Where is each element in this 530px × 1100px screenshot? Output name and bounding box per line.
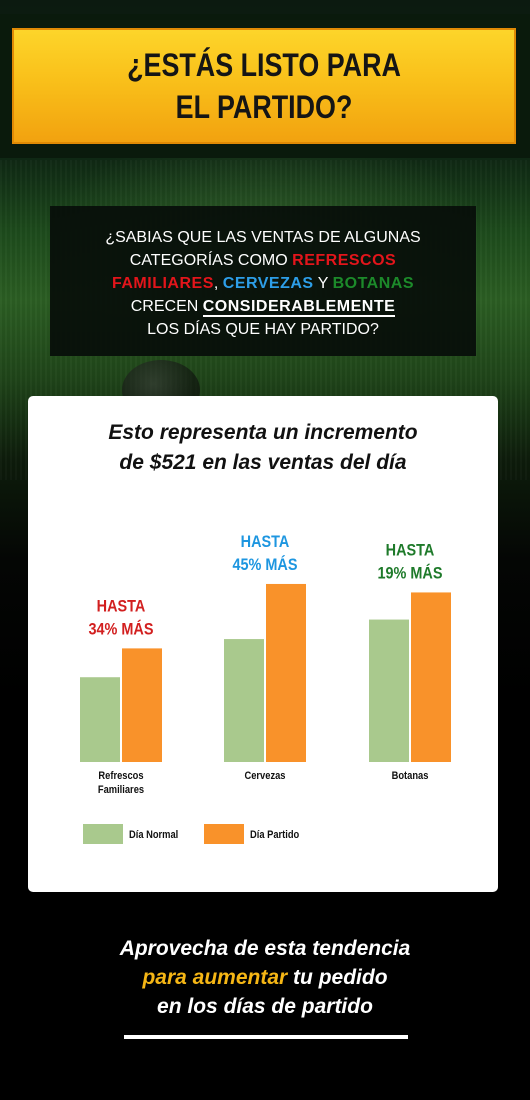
bar-cervezas-dia-partido [266, 583, 306, 762]
category-label-botanas: Botanas [392, 770, 429, 782]
info-separator-1: , [213, 275, 223, 292]
info-separator-2: Y [313, 275, 333, 292]
legend-swatch-dia-partido [204, 824, 244, 844]
bar-botanas-dia-normal [369, 619, 409, 762]
cta-line-3: en los días de partido [157, 995, 373, 1018]
chart-card-title: Esto representa un incremento de $521 en… [28, 418, 498, 478]
highlight-refrescos: REFRESCOS [292, 252, 397, 269]
highlight-familiares: FAMILIARES [111, 275, 214, 292]
info-line-2-text: CATEGORÍAS COMO [129, 252, 293, 269]
bar-cervezas-dia-normal [224, 639, 264, 762]
bar-chart: Refrescos Familiares HASTA 34% MÁS Cervezas H… [80, 533, 451, 844]
annotation-cervezas-line-1: HASTA [241, 533, 290, 551]
info-line-4-text: CRECEN [130, 298, 203, 315]
highlight-considerablemente: CONSIDERABLEMENTE [202, 298, 396, 317]
chart-card: Esto representa un incremento de $521 en… [28, 396, 498, 892]
chart-card-title-line-2: de $521 en las ventas del día [119, 451, 407, 474]
page-title-line-2: EL PARTIDO? [175, 89, 353, 125]
category-label-refrescos-familiares-1: Refrescos [98, 770, 143, 782]
highlight-botanas: BOTANAS [332, 275, 415, 292]
info-box: ¿SABIAS QUE LAS VENTAS DE ALGUNAS CATEGO… [50, 206, 476, 356]
page-title-line-1: ¿ESTÁS LISTO PARA [127, 47, 401, 83]
highlight-cervezas: CERVEZAS [222, 275, 314, 292]
cta-highlight: para aumentar [142, 966, 288, 989]
legend-label-dia-partido: Día Partido [250, 829, 299, 841]
cta-line-2-rest: tu pedido [287, 966, 388, 989]
annotation-botanas-line-1: HASTA [386, 541, 435, 559]
info-line-2: CATEGORÍAS COMO REFRESCOS [50, 249, 476, 272]
title-banner: ¿ESTÁS LISTO PARA EL PARTIDO? [12, 28, 516, 144]
category-label-cervezas: Cervezas [245, 770, 286, 782]
annotation-botanas-line-2: 19% MÁS [377, 562, 442, 582]
cta-line-1: Aprovecha de esta tendencia [119, 937, 411, 960]
category-label-refrescos-familiares-2: Familiares [98, 784, 144, 796]
call-to-action: Aprovecha de esta tendencia para aumenta… [0, 934, 530, 1021]
legend-swatch-dia-normal [83, 824, 123, 844]
bar-botanas-dia-partido [411, 592, 451, 762]
annotation-refrescos-familiares-line-2: 34% MÁS [88, 618, 153, 638]
bar-refrescos-familiares-dia-partido [122, 648, 162, 762]
chart-card-title-line-1: Esto representa un incremento [108, 421, 418, 444]
info-line-1: ¿SABIAS QUE LAS VENTAS DE ALGUNAS [105, 229, 421, 246]
annotation-cervezas-line-2: 45% MÁS [232, 554, 297, 574]
cta-underline [124, 1035, 408, 1039]
annotation-refrescos-familiares-line-1: HASTA [97, 597, 146, 615]
info-text: ¿SABIAS QUE LAS VENTAS DE ALGUNAS CATEGO… [50, 226, 476, 341]
info-line-5: LOS DÍAS QUE HAY PARTIDO? [147, 321, 379, 338]
info-line-3: FAMILIARES, CERVEZAS Y BOTANAS [50, 272, 476, 295]
cta-line-2: para aumentar tu pedido [0, 963, 530, 992]
info-line-4: CRECEN CONSIDERABLEMENTE [50, 295, 476, 318]
bar-refrescos-familiares-dia-normal [80, 677, 120, 762]
page-title: ¿ESTÁS LISTO PARA EL PARTIDO? [54, 44, 474, 128]
legend-label-dia-normal: Día Normal [129, 829, 178, 841]
